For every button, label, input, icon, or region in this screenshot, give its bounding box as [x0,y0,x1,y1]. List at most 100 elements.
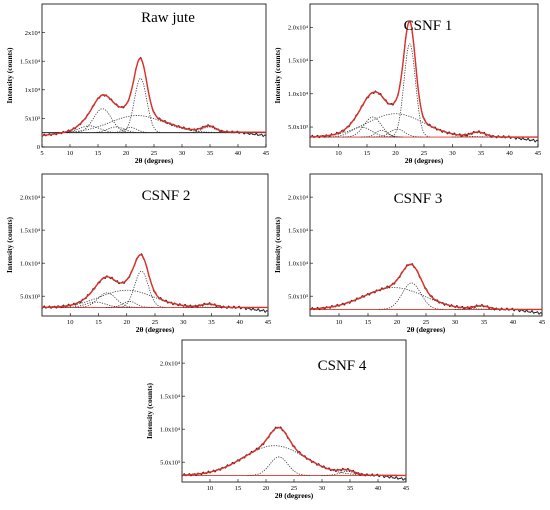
x-tick-label: 30 [319,485,326,492]
y-tick-label: 1.5x10⁴ [288,58,309,65]
x-tick-label: 45 [535,150,542,157]
x-tick-label: 20 [263,485,270,492]
y-tick-label: 2.0x10⁴ [160,360,181,367]
y-axis-label: Intensity (counts) [145,382,154,439]
component-peak [86,126,146,134]
x-tick-label: 15 [95,150,102,157]
y-tick-label: 5x10³ [25,116,40,123]
fitted-curve [310,20,538,138]
y-tick-label: 5.0x10³ [288,293,308,300]
panel-title: CSNF 4 [318,358,367,374]
x-tick-label: 30 [452,319,459,326]
y-axis-label: Intensity (counts) [273,47,282,104]
panel-csnf-2: 10 15 20 25 30 35 40 45 5.0x10³ 1.0x10⁴ 1.5x10⁴ 2.0… [5,173,272,334]
x-tick-label: 35 [481,319,488,326]
x-axis-label: 2θ (degrees) [407,325,446,334]
y-axis-label: Intensity (counts) [273,216,282,273]
y-tick-label: 1.5x10⁴ [288,227,309,234]
component-peak [247,456,311,476]
x-tick-label: 40 [510,319,517,326]
x-tick-label: 25 [151,150,158,157]
x-axis-label: 2θ (degrees) [136,325,175,334]
component-peak [389,43,430,138]
plot-area [42,56,266,138]
x-tick-label: 40 [506,150,513,157]
x-tick-label: 45 [265,319,272,326]
y-tick-label: 1.0x10⁴ [288,260,309,267]
panel-title: CSNF 1 [404,18,453,34]
y-tick-label: 5.0x10³ [160,459,180,466]
y-tick-label: 1.0x10⁴ [288,91,309,98]
component-peak [75,292,139,308]
x-tick-label: 45 [403,485,410,492]
component-peak [185,126,233,134]
x-tick-label: 10 [67,319,74,326]
observed-curve [310,20,538,143]
x-tick-label: 15 [365,319,372,326]
x-tick-label: 35 [207,150,214,157]
y-axis-label: Intensity (counts) [5,47,14,104]
x-tick-label: 10 [336,319,343,326]
x-tick-label: 5 [40,150,43,157]
x-tick-label: 10 [207,485,214,492]
component-peak [60,301,132,308]
component-peak [310,113,496,138]
y-tick-label: 0 [37,144,40,151]
component-peak [371,128,424,138]
x-tick-label: 15 [364,150,371,157]
x-tick-label: 35 [208,319,215,326]
y-axis-label: Intensity (counts) [5,216,14,273]
x-tick-label: 35 [347,485,354,492]
component-peak [71,108,134,134]
panel-csnf-1: 10 15 20 25 30 35 40 45 5.0x10³ 1.0x10⁴ 1.5x10⁴ 2.0… [273,3,542,165]
y-tick-label: 1.0x10⁴ [160,426,181,433]
y-tick-label: 1.0x10⁴ [20,260,41,267]
x-tick-label: 45 [539,319,546,326]
x-axis-label: 2θ (degrees) [275,491,314,500]
x-tick-label: 25 [291,485,298,492]
component-peak [310,287,500,310]
observed-curve [42,56,266,138]
component-peak [182,445,382,476]
x-tick-label: 20 [394,319,401,326]
x-tick-label: 15 [95,319,102,326]
x-tick-label: 20 [124,319,131,326]
plot-area [310,20,538,143]
x-axis-label: 2θ (degrees) [405,156,444,165]
y-tick-label: 2.0x10⁴ [20,194,41,201]
x-tick-label: 25 [423,319,430,326]
panel-title: CSNF 2 [142,188,191,204]
x-tick-label: 15 [235,485,242,492]
component-peak [105,301,154,308]
y-tick-label: 2.0x10⁴ [288,194,309,201]
x-tick-label: 30 [180,319,187,326]
x-tick-label: 45 [263,150,270,157]
x-axis-label: 2θ (degrees) [135,156,174,165]
component-peak [379,282,444,310]
x-tick-label: 30 [179,150,186,157]
y-tick-label: 2x10⁴ [25,30,41,37]
y-tick-label: 5.0x10³ [20,293,40,300]
component-peak [106,127,155,134]
plot-area [310,262,542,315]
x-tick-label: 20 [392,150,399,157]
panel-title: CSNF 3 [394,191,443,207]
x-tick-label: 25 [421,150,428,157]
x-tick-label: 30 [449,150,456,157]
y-tick-label: 1.5x10⁴ [20,58,41,65]
fitted-curve [42,57,266,137]
x-tick-label: 35 [478,150,485,157]
observed-curve [182,426,406,481]
component-peak [117,270,166,308]
y-tick-label: 5.0x10³ [288,124,308,131]
x-tick-label: 40 [375,485,382,492]
fitted-curve [310,263,542,311]
panel-csnf-3: 10 15 20 25 30 35 40 45 5.0x10³ 1.0x10⁴ 1.5x10⁴ 2.0… [273,173,546,334]
y-tick-label: 1.5x10⁴ [160,393,181,400]
fitted-curve [182,426,406,477]
component-peak [118,78,163,133]
x-tick-label: 25 [152,319,159,326]
component-peak [325,126,398,138]
x-tick-label: 40 [237,319,244,326]
